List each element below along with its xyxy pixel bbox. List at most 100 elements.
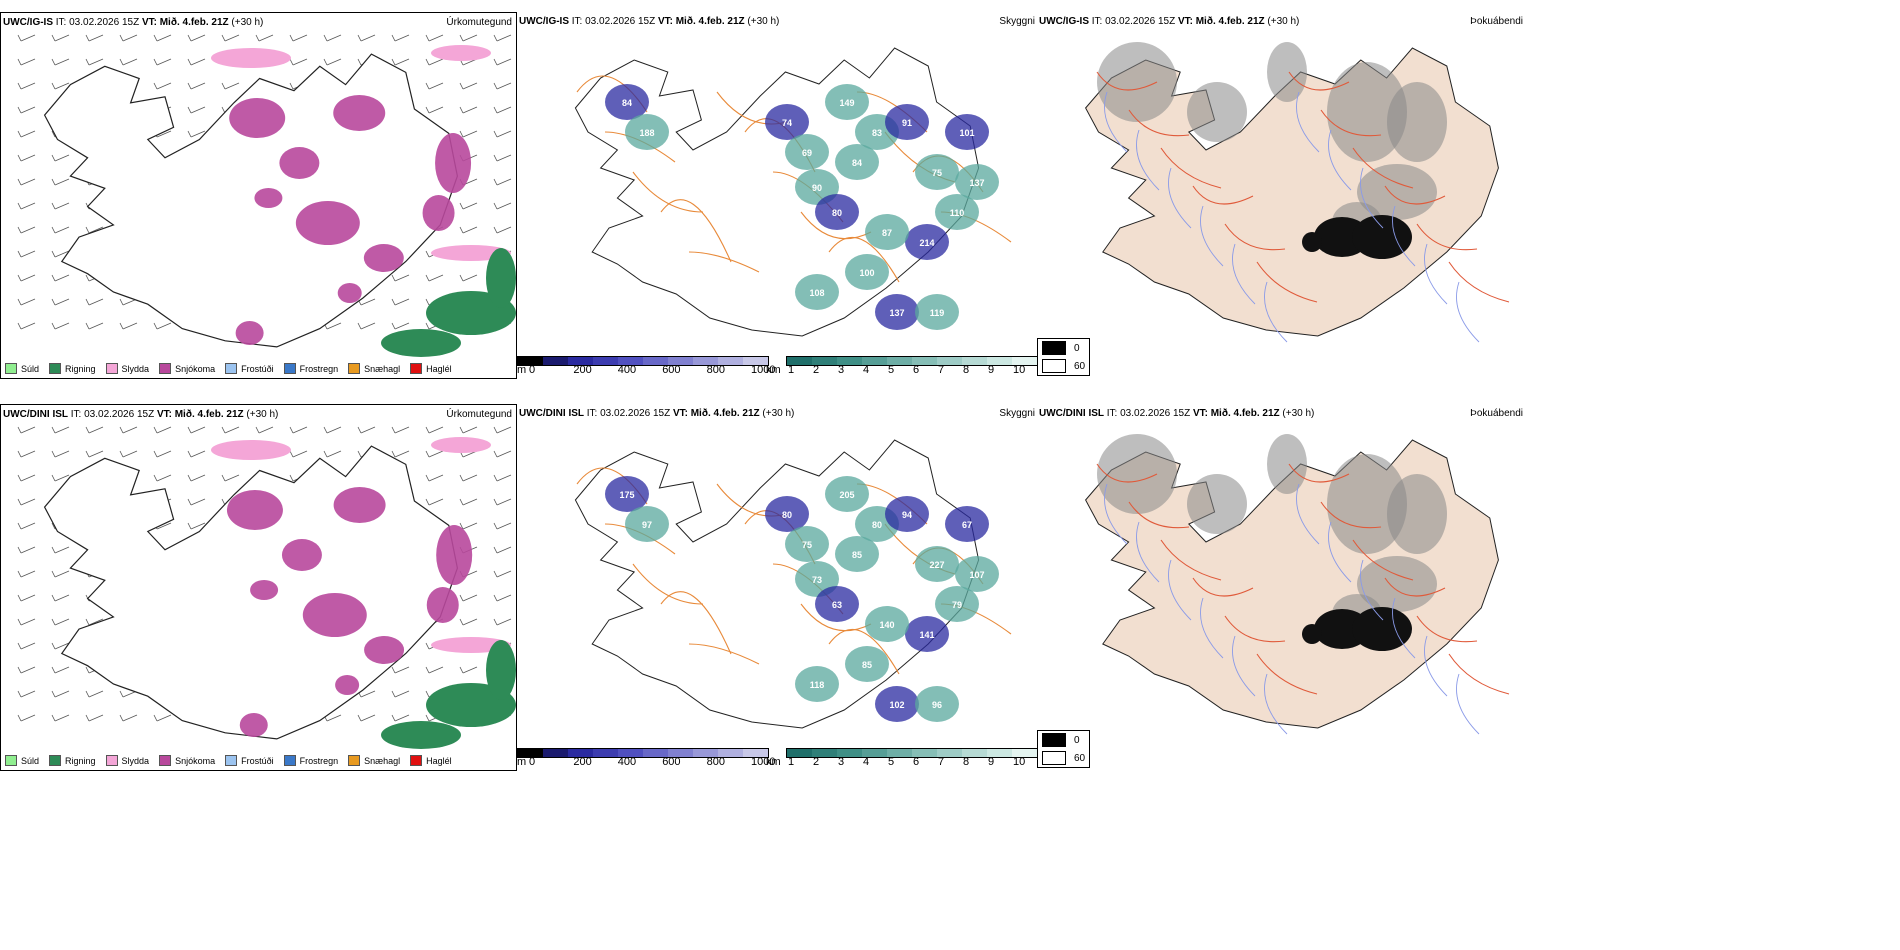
river-line (1328, 521, 1352, 583)
wind-barb (496, 226, 512, 234)
wind-barb (462, 618, 478, 626)
wind-barb (496, 82, 512, 90)
legend-label: Frostregn (299, 755, 339, 766)
wind-barb (20, 618, 36, 626)
river-line (1264, 673, 1288, 735)
wind-barb (326, 58, 342, 66)
cloud-area (795, 666, 839, 702)
wind-barb (54, 690, 70, 698)
colorbar-tick: 800 (706, 756, 725, 768)
visibility-colorbar-1 (786, 356, 1038, 366)
wind-barb (122, 34, 138, 42)
road-line (1288, 71, 1350, 91)
legend-item: Slydda (105, 363, 149, 374)
cloud-area (915, 546, 959, 582)
colorbar-tick: 10 (1013, 364, 1026, 376)
wind-barb (496, 34, 512, 42)
road-line (1160, 147, 1222, 189)
legend-label: Frostregn (299, 363, 339, 374)
road-line (1256, 653, 1318, 695)
wind-barb (20, 322, 36, 330)
wind-barb (428, 426, 444, 434)
snow-area (250, 580, 279, 600)
cloud-area (825, 84, 869, 120)
colorbar-cell (593, 749, 618, 757)
fog-gray-area (1097, 434, 1177, 514)
colorbar-tick: 1 (788, 364, 795, 376)
colorbar-tick: 0 (529, 756, 536, 768)
road-line (660, 591, 732, 655)
cloudbase-label: 119 (930, 308, 945, 318)
wind-barb (20, 498, 36, 506)
legend-label: Snæhagl (364, 755, 401, 766)
wind-barb (54, 202, 70, 210)
sleet-area (431, 45, 491, 61)
fog-legend-label: 60 (1074, 360, 1086, 372)
legend-swatch (283, 363, 296, 374)
cloudbase-label: 110 (950, 208, 965, 218)
panel-title: UWC/IG-IS IT: 03.02.2026 15Z VT: Mið. 4.… (1039, 16, 1300, 27)
cloudbase-label: 84 (622, 98, 632, 108)
panel-variable-label: Skyggni (999, 16, 1035, 27)
colorbar-cell (668, 749, 693, 757)
colorbar-tick: 1000 (751, 364, 776, 376)
precip-map-1 (17, 34, 516, 357)
colorbar-cell (787, 749, 812, 757)
colorbar-tick: 0 (529, 364, 536, 376)
river-line (1200, 597, 1224, 659)
cloud-area (905, 616, 949, 652)
river-line (1296, 483, 1320, 545)
wind-barb (20, 426, 36, 434)
cloud-area (875, 686, 919, 722)
river-line (1424, 243, 1448, 305)
wind-barb (190, 82, 206, 90)
wind-barb (20, 202, 36, 210)
cloud-area (935, 194, 979, 230)
wind-barb (88, 618, 104, 626)
fog-map-2 (1084, 434, 1510, 735)
wind-barb (428, 82, 444, 90)
wind-barb (394, 690, 410, 698)
cloud-area (625, 114, 669, 150)
road-line (1416, 223, 1478, 251)
colorbar-unit: m (517, 756, 527, 768)
road-line (1096, 71, 1158, 91)
colorbar-cell (543, 749, 568, 757)
wind-barb (462, 594, 478, 602)
legend-label: Súld (21, 755, 40, 766)
fog-legend-1: 0 60 (1037, 338, 1091, 376)
legend-item: Snjókoma (159, 755, 215, 766)
wind-barb (88, 426, 104, 434)
wind-barb (462, 522, 478, 530)
cloudbase-label: 87 (882, 228, 892, 238)
colorbar-tick: 4 (863, 364, 870, 376)
fog-black-area (1302, 232, 1322, 252)
wind-barb (394, 298, 410, 306)
legend-item: Frostregn (283, 363, 339, 374)
wind-barb (428, 274, 444, 282)
cloud-area (955, 556, 999, 592)
colorbar-tick: 6 (913, 756, 920, 768)
colorbar-tick: 400 (617, 364, 637, 376)
wind-barb (20, 474, 36, 482)
panel-title: UWC/IG-IS IT: 03.02.2026 15Z VT: Mið. 4.… (3, 17, 264, 28)
fog-gray-area (1187, 474, 1247, 534)
wind-barb (462, 666, 478, 674)
wind-barb (496, 426, 512, 434)
cloud-area (875, 294, 919, 330)
rain-area (381, 721, 461, 749)
river-line (1392, 205, 1416, 267)
wind-barb (88, 58, 104, 66)
wind-barb (360, 426, 376, 434)
legend-item: Haglél (410, 363, 452, 374)
wind-barb (20, 450, 36, 458)
cloudbase-label: 214 (919, 238, 934, 248)
road-line (828, 628, 900, 675)
precip-legend: Súld Rigning Slydda Snjókoma Frostúði Frostre… (5, 755, 452, 766)
cloudbase-label: 205 (839, 490, 854, 500)
colorbar-unit: km (766, 756, 781, 768)
colorbar-cell (937, 357, 962, 365)
legend-swatch (105, 755, 118, 766)
legend-label: Súld (21, 363, 40, 374)
colorbar-tick: 7 (938, 756, 945, 768)
